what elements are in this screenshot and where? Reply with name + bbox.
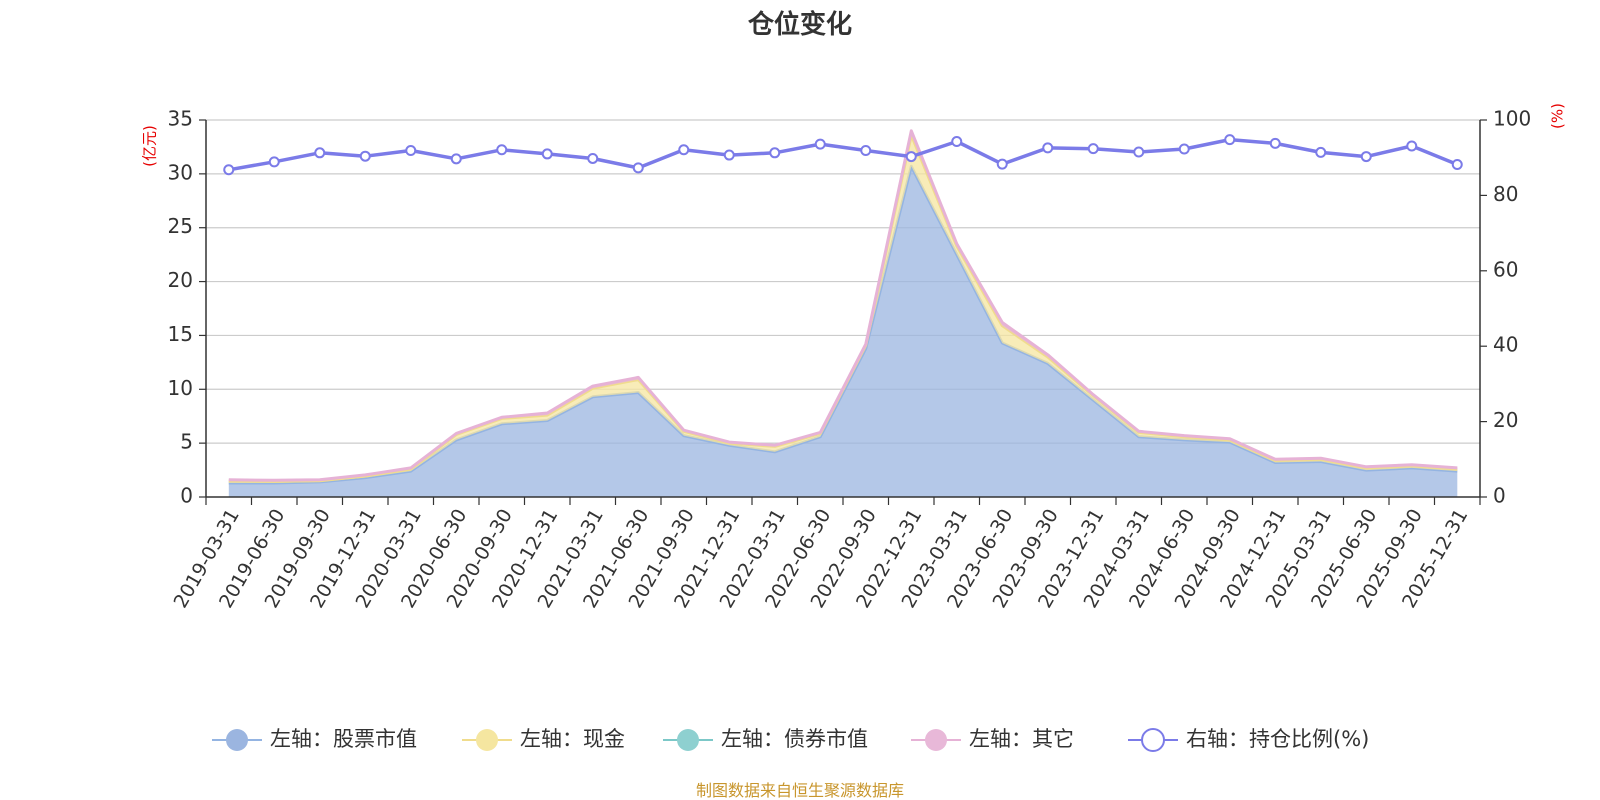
holding-ratio-point [1451,158,1463,170]
holding-ratio-point [405,145,417,157]
left-axis-tick-label: 10 [168,376,193,400]
holding-ratio-point [496,144,508,156]
legend-marker-icon [925,729,947,751]
legend-label: 左轴：其它 [969,727,1074,751]
right-axis-tick-label: 100 [1493,107,1531,131]
legend-marker-icon [1141,728,1165,752]
holding-ratio-point [996,158,1008,170]
holding-ratio-point [951,135,963,147]
source-note: 制图数据来自恒生聚源数据库 [696,781,904,800]
holding-ratio-point [723,149,735,161]
holding-ratio-point [1178,143,1190,155]
holding-ratio-point [814,138,826,150]
legend-label: 左轴：现金 [520,727,625,751]
holding-ratio-point [1224,134,1236,146]
left-axis-tick-label: 20 [168,268,193,292]
holding-ratio-point [450,153,462,165]
holding-ratio-point [1087,143,1099,155]
right-axis-tick-label: 40 [1493,333,1518,357]
holding-ratio-point [1406,140,1418,152]
left-axis-tick-label: 30 [168,160,193,184]
left-axis-unit: (亿元) [141,125,159,167]
legend-label: 左轴：股票市值 [270,727,417,751]
legend-marker-icon [476,729,498,751]
holding-ratio-point [1315,146,1327,158]
holding-ratio-point [223,164,235,176]
left-axis-tick-label: 25 [168,214,193,238]
legend-label: 左轴：债券市值 [721,727,868,751]
holding-ratio-point [860,145,872,157]
right-axis-tick-label: 20 [1493,408,1518,432]
holding-ratio-point [769,147,781,159]
holding-ratio-point [905,151,917,163]
left-axis-tick-label: 15 [168,322,193,346]
legend-label: 右轴：持仓比例(%) [1186,727,1369,751]
holding-ratio-point [587,152,599,164]
holding-ratio-point [541,148,553,160]
legend-item-2[interactable]: 左轴：债券市值 [663,727,868,751]
area-series-line-3 [228,129,1458,482]
holding-ratio-point [359,150,371,162]
legend-item-3[interactable]: 左轴：其它 [911,727,1074,751]
grid-lines [206,119,1480,444]
left-axis-tick-label: 0 [180,484,193,508]
legend-marker-icon [226,729,248,751]
holding-ratio-point [268,156,280,168]
legend: 左轴：股票市值 左轴：现金 左轴：债券市值 左轴：其它 右轴：持仓比例(%) [212,727,1369,752]
holding-ratio-point [1042,142,1054,154]
holding-ratio-series [223,134,1463,176]
legend-item-1[interactable]: 左轴：现金 [462,727,625,751]
left-axis-tick-label: 35 [168,107,193,131]
right-axis-unit: (%) [1549,103,1567,129]
left-axis-tick-label: 5 [180,430,193,454]
chart-title: 仓位变化 [747,9,852,40]
right-axis-tick-label: 60 [1493,257,1518,281]
holding-ratio-point [678,144,690,156]
right-axis-tick-label: 0 [1493,484,1506,508]
legend-marker-icon [677,729,699,751]
right-axis-tick-label: 80 [1493,182,1518,206]
axes: 051015202530350204060801002019-03-312019… [168,107,1532,612]
holding-ratio-line [228,137,1458,172]
holding-ratio-point [1360,151,1372,163]
holding-ratio-point [1133,146,1145,158]
holding-ratio-point [1269,137,1281,149]
area-series [228,129,1458,498]
area-series-fill-0 [228,166,1458,498]
legend-item-0[interactable]: 左轴：股票市值 [212,727,417,751]
legend-item-4[interactable]: 右轴：持仓比例(%) [1128,727,1369,752]
holding-ratio-point [632,162,644,174]
holding-ratio-point [314,147,326,159]
